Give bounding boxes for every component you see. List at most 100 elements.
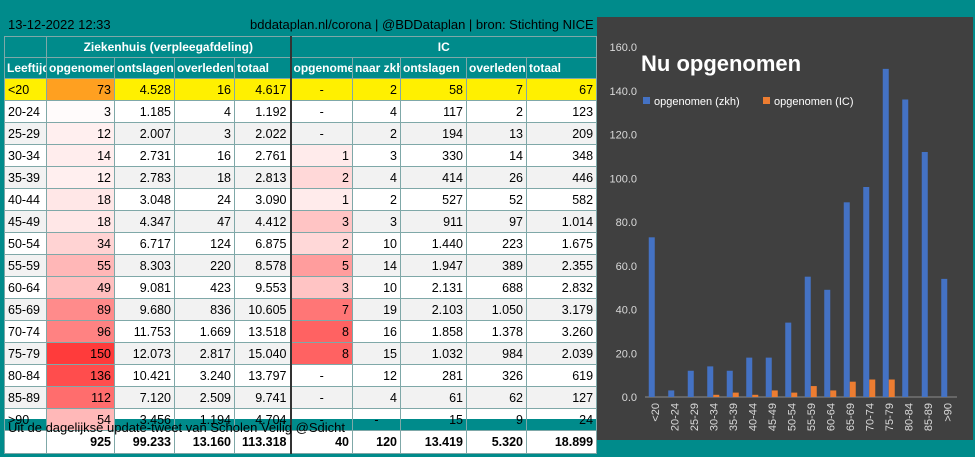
- table-cell: 1.947: [400, 254, 467, 277]
- table-row: 70-74 96 11.753 1.669 13.518 8 16 1.858 1.378 3.2…: [4, 320, 598, 343]
- table-row: 45-49 18 4.347 47 4.412 3 3 911 97 1.014: [4, 210, 598, 233]
- table-cell: 389: [466, 254, 527, 277]
- table-cell: 9.741: [234, 386, 292, 409]
- table-row: 65-69 89 9.680 836 10.605 7 19 2.103 1.050 3.179: [4, 298, 598, 321]
- table-cell: 12.073: [114, 342, 175, 365]
- table-cell: 281: [400, 364, 467, 387]
- table-cell: 3: [174, 122, 235, 145]
- group-header-ic: IC: [289, 36, 598, 58]
- total-cell: 120: [352, 430, 401, 454]
- age-cell: 75-79: [4, 342, 47, 365]
- table-cell: 836: [174, 298, 235, 321]
- table-cell: 3.179: [525, 298, 598, 321]
- table-cell: 3.090: [234, 188, 292, 211]
- table-cell: 2.103: [400, 298, 467, 321]
- age-cell: 35-39: [4, 166, 47, 189]
- table-cell: 123: [525, 100, 598, 123]
- table-cell: 1.378: [466, 320, 527, 343]
- chart-legend: opgenomen (zkh) opgenomen (IC): [643, 96, 854, 108]
- y-tick-label: 100.0: [609, 173, 637, 185]
- column-header: overleden: [466, 57, 527, 79]
- table-cell: 1.014: [525, 210, 598, 233]
- table-cell: 16: [352, 320, 401, 343]
- table-cell: 527: [400, 188, 467, 211]
- table-cell: 2.761: [234, 144, 292, 167]
- table-cell: 9.553: [234, 276, 292, 299]
- table-cell: 10: [352, 276, 401, 299]
- table-cell: 1: [290, 188, 353, 211]
- table-cell: 34: [46, 232, 115, 255]
- table-cell: 2: [290, 166, 353, 189]
- y-tick-label: 0.0: [622, 392, 637, 404]
- column-header: overleden: [174, 57, 235, 79]
- age-cell: <20: [4, 78, 47, 101]
- table-cell: -: [352, 408, 401, 431]
- table-cell: 73: [46, 78, 115, 101]
- table-cell: -: [290, 122, 353, 145]
- age-cell: 20-24: [4, 100, 47, 123]
- table-cell: 348: [525, 144, 598, 167]
- table-cell: 58: [400, 78, 467, 101]
- table-cell: 209: [525, 122, 598, 145]
- total-cell: 5.320: [466, 430, 527, 454]
- table-cell: 4: [352, 386, 401, 409]
- table-cell: 14: [466, 144, 527, 167]
- table-cell: 8: [290, 342, 353, 365]
- bar-ic: [771, 390, 778, 397]
- table-cell: 2.022: [234, 122, 292, 145]
- table-cell: 619: [525, 364, 598, 387]
- table-cell: 3: [290, 276, 353, 299]
- bar-zkh: [921, 152, 928, 397]
- table-row: <20 73 4.528 16 4.617-2 58 7 67: [4, 78, 598, 101]
- total-cell: 13.419: [400, 430, 467, 454]
- table-cell: 52: [466, 188, 527, 211]
- table-cell: 13: [466, 122, 527, 145]
- x-tick-label: 65-69: [845, 403, 857, 431]
- header: 13-12-2022 12:33 bddataplan.nl/corona | …: [6, 2, 596, 34]
- bar-ic: [732, 392, 739, 397]
- age-cell: 40-44: [4, 188, 47, 211]
- table-cell: 62: [466, 386, 527, 409]
- table-cell: 11.753: [114, 320, 175, 343]
- footer-note: Uit de dagelijkse update-tweet van Schol…: [8, 420, 345, 435]
- table-cell: -: [290, 78, 353, 101]
- total-cell: 40: [290, 430, 353, 454]
- table-cell: 13.518: [234, 320, 292, 343]
- x-tick-label: 60-64: [825, 403, 837, 431]
- table-cell: 10.421: [114, 364, 175, 387]
- table-cell: 414: [400, 166, 467, 189]
- table-cell: 330: [400, 144, 467, 167]
- bar-zkh: [804, 276, 811, 397]
- table-row: 25-29 12 2.007 3 2.022-2 194 13 209: [4, 122, 598, 145]
- table-cell: 2.817: [174, 342, 235, 365]
- table-cell: 9.081: [114, 276, 175, 299]
- table-cell: 5: [290, 254, 353, 277]
- y-tick-label: 80.0: [616, 217, 637, 229]
- data-table: Ziekenhuis (verpleegafdeling) IC Leeftij…: [4, 36, 598, 454]
- y-tick-label: 160.0: [609, 42, 637, 54]
- table-cell: 19: [352, 298, 401, 321]
- table-row: 60-64 49 9.081 423 9.553 3 10 2.131 688 2.832: [4, 276, 598, 299]
- table-row: 35-39 12 2.783 18 2.813 2 4 414 26 446: [4, 166, 598, 189]
- age-cell: 60-64: [4, 276, 47, 299]
- table-cell: 9.680: [114, 298, 175, 321]
- bar-ic: [810, 386, 817, 397]
- table-cell: 3: [46, 100, 115, 123]
- table-cell: 3.260: [525, 320, 598, 343]
- table-cell: 2.007: [114, 122, 175, 145]
- age-cell: 25-29: [4, 122, 47, 145]
- bar-zkh: [648, 237, 655, 397]
- table-cell: 49: [46, 276, 115, 299]
- column-header: totaal: [525, 57, 598, 79]
- table-cell: 6.875: [234, 232, 292, 255]
- source-line: bddataplan.nl/corona | @BDDataplan | bro…: [250, 17, 594, 32]
- table-cell: 12: [352, 364, 401, 387]
- table-cell: 14: [46, 144, 115, 167]
- table-cell: 8.303: [114, 254, 175, 277]
- table-cell: -: [290, 386, 353, 409]
- table-cell: 446: [525, 166, 598, 189]
- bar-zkh: [726, 370, 733, 397]
- table-cell: 10: [352, 232, 401, 255]
- table-cell: 3: [352, 210, 401, 233]
- age-cell: 50-54: [4, 232, 47, 255]
